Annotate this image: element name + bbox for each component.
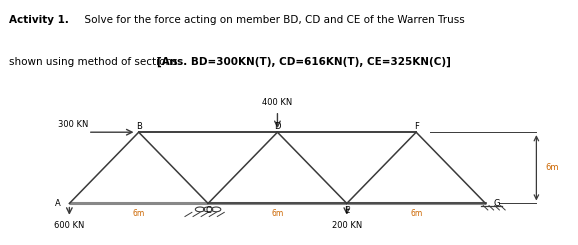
Text: B: B — [136, 122, 142, 131]
Text: 6m: 6m — [132, 209, 145, 218]
Text: [Ans. BD=300KN(T), CD=616KN(T), CE=325KN(C)]: [Ans. BD=300KN(T), CD=616KN(T), CE=325KN… — [157, 57, 451, 67]
Text: 6m: 6m — [546, 163, 559, 172]
Text: E: E — [344, 206, 350, 215]
Text: F: F — [414, 122, 418, 131]
Text: Solve for the force acting on member BD, CD and CE of the Warren Truss: Solve for the force acting on member BD,… — [78, 15, 465, 25]
Text: A: A — [55, 199, 61, 208]
Text: shown using method of sections.: shown using method of sections. — [9, 57, 184, 67]
Text: 300 KN: 300 KN — [58, 120, 88, 129]
Text: C: C — [205, 206, 211, 215]
Text: 400 KN: 400 KN — [262, 98, 292, 107]
Text: 600 KN: 600 KN — [54, 221, 84, 230]
Text: 6m: 6m — [271, 209, 284, 218]
Text: 6m: 6m — [410, 209, 423, 218]
Text: G: G — [494, 199, 501, 208]
Text: 200 KN: 200 KN — [332, 221, 362, 230]
Text: D: D — [274, 122, 281, 131]
Text: Activity 1.: Activity 1. — [9, 15, 69, 25]
